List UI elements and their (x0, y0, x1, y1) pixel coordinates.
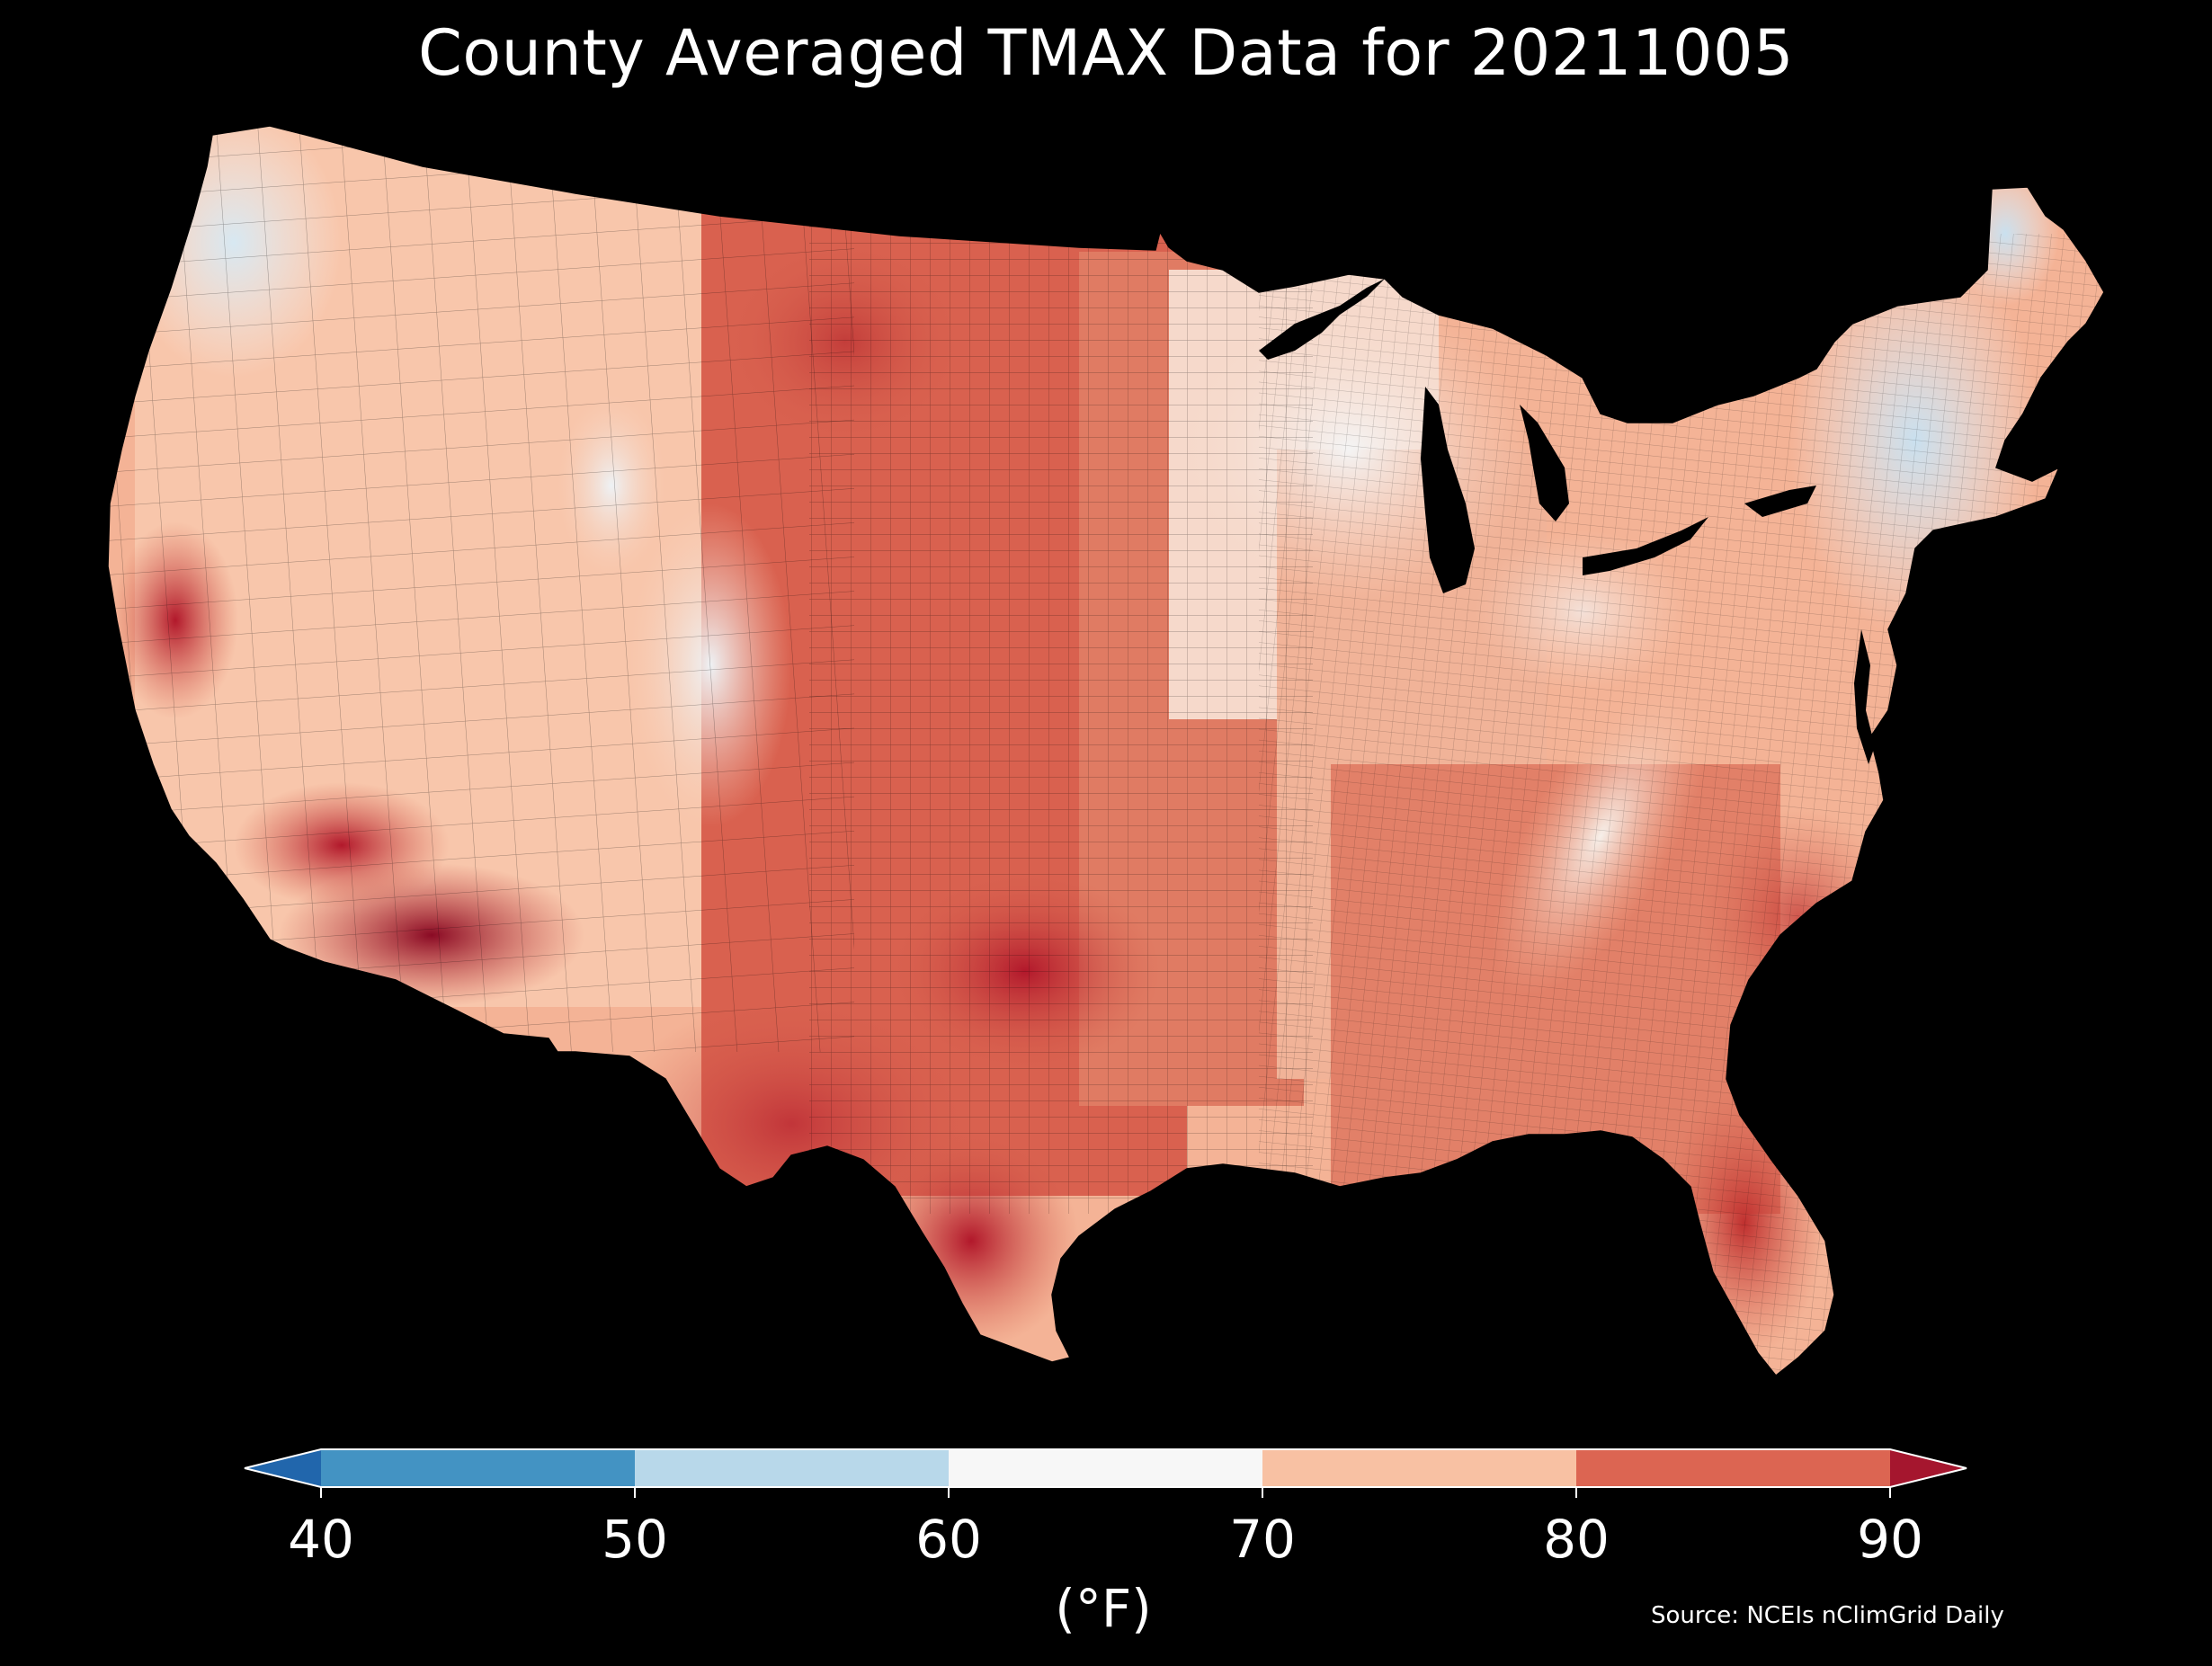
map-fill-layer (108, 126, 2104, 1376)
colorbar-tick-40: 40 (288, 1509, 354, 1570)
unit-text: (°F) (1055, 1578, 1152, 1639)
source-credit: Source: NCEIs nClimGrid Daily (1651, 1602, 2004, 1629)
colorbar-tick-50: 50 (602, 1509, 668, 1570)
colorbar-tick-80: 80 (1543, 1509, 1610, 1570)
colorbar-tick-90: 90 (1857, 1509, 1923, 1570)
great-lakes (1259, 279, 1875, 764)
colorbar-tick-70: 70 (1229, 1509, 1296, 1570)
colorbar-tick-60: 60 (915, 1509, 982, 1570)
map-title: County Averaged TMAX Data for 20211005 (417, 16, 1795, 90)
colorbar-unit-label: (°F) (0, 1578, 2212, 1639)
